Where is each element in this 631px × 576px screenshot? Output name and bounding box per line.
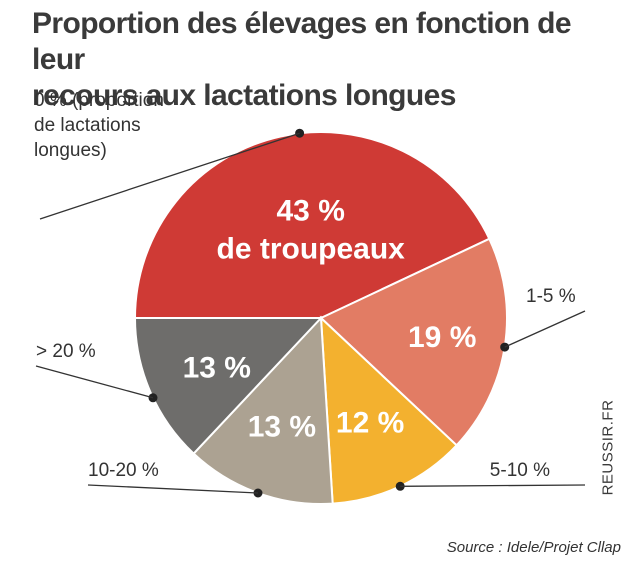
pie-slice-4 bbox=[133, 317, 324, 456]
category-label-2: 5-10 % bbox=[490, 460, 550, 481]
slice-value-label-4: 13 % bbox=[183, 352, 251, 385]
slice-value-label-3: 13 % bbox=[248, 411, 316, 444]
category-label-0-line-1: de lactations bbox=[34, 115, 141, 136]
slice-value-label-0-line-0: 43 % bbox=[277, 194, 345, 227]
chart-title-line-2: recours aux lactations longues bbox=[32, 79, 456, 112]
leader-line-4 bbox=[35, 365, 154, 399]
category-label-0-line-0: 0 % (proportion bbox=[34, 90, 164, 111]
leader-line-0 bbox=[39, 132, 300, 220]
slice-value-label-0-line-1: de troupeaux bbox=[217, 232, 406, 265]
category-label-3: 10-20 % bbox=[88, 460, 159, 481]
category-label-1: 1-5 % bbox=[526, 286, 576, 307]
leader-line-3 bbox=[87, 484, 259, 494]
leader-lines bbox=[35, 128, 586, 498]
chart-title: Proportion des élevages en fonction de l… bbox=[32, 6, 622, 114]
category-label-0-line-2: longues) bbox=[34, 140, 107, 161]
source-note: Source : Idele/Projet Cllap bbox=[446, 539, 621, 556]
pie-slice-0 bbox=[133, 131, 491, 319]
brand-text: REUSSIR.FR bbox=[599, 399, 617, 495]
leader-line-1 bbox=[504, 310, 586, 348]
slice-value-label-1: 19 % bbox=[408, 321, 476, 354]
brand-watermark: REUSSIR.FR bbox=[596, 392, 620, 502]
slice-value-label-2: 12 % bbox=[336, 406, 404, 439]
leader-line-2 bbox=[400, 484, 586, 487]
category-label-4: > 20 % bbox=[36, 341, 96, 362]
pie-slices bbox=[133, 131, 508, 505]
chart-title-line-1: Proportion des élevages en fonction de l… bbox=[32, 7, 572, 76]
category-labels: 0 % (proportion de lactations longues) 1-5 … bbox=[34, 90, 576, 481]
value-labels: 43 % de troupeaux 19 % 12 % 13 % 13 % bbox=[183, 194, 477, 443]
